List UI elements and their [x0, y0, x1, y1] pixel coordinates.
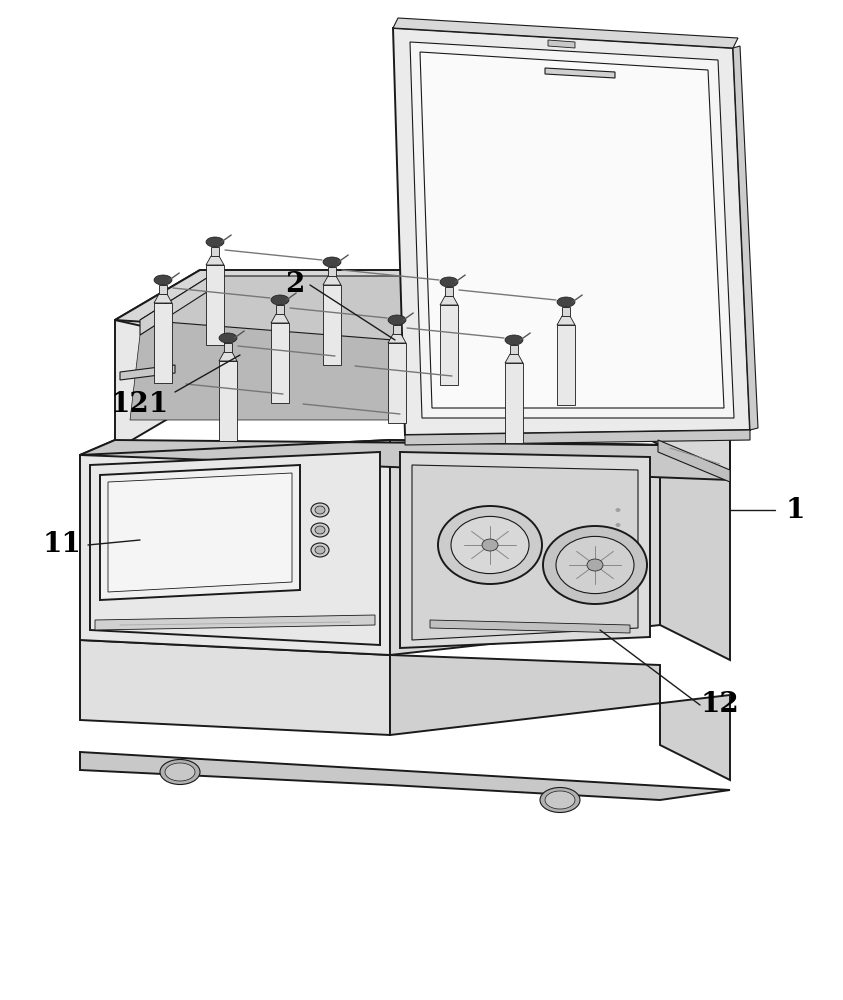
Polygon shape — [90, 452, 380, 645]
Polygon shape — [410, 42, 734, 418]
Polygon shape — [276, 305, 284, 314]
Polygon shape — [80, 440, 390, 655]
Ellipse shape — [315, 526, 325, 534]
Ellipse shape — [154, 275, 172, 285]
Ellipse shape — [206, 237, 224, 247]
Polygon shape — [80, 440, 730, 480]
Ellipse shape — [315, 506, 325, 514]
Polygon shape — [159, 285, 167, 294]
Polygon shape — [323, 276, 341, 285]
Polygon shape — [100, 465, 300, 600]
Text: 2: 2 — [285, 271, 304, 298]
Polygon shape — [557, 325, 575, 405]
Polygon shape — [505, 354, 523, 363]
Polygon shape — [650, 320, 730, 480]
Ellipse shape — [615, 508, 620, 512]
Polygon shape — [548, 40, 575, 48]
Ellipse shape — [505, 335, 523, 345]
Polygon shape — [393, 28, 750, 435]
Polygon shape — [440, 305, 458, 385]
Polygon shape — [80, 752, 730, 800]
Ellipse shape — [219, 333, 237, 343]
Ellipse shape — [311, 543, 329, 557]
Polygon shape — [120, 365, 175, 380]
Text: 11: 11 — [43, 532, 82, 558]
Polygon shape — [328, 267, 336, 276]
Polygon shape — [224, 343, 232, 352]
Ellipse shape — [556, 536, 634, 594]
Ellipse shape — [388, 315, 406, 325]
Ellipse shape — [160, 760, 200, 784]
Ellipse shape — [615, 538, 620, 542]
Polygon shape — [140, 276, 210, 335]
Ellipse shape — [482, 539, 498, 551]
Polygon shape — [733, 46, 758, 430]
Polygon shape — [219, 361, 237, 441]
Polygon shape — [445, 287, 453, 296]
Ellipse shape — [315, 546, 325, 554]
Polygon shape — [108, 473, 292, 592]
Polygon shape — [80, 640, 390, 735]
Polygon shape — [400, 452, 650, 648]
Polygon shape — [211, 247, 219, 256]
Polygon shape — [388, 334, 406, 343]
Ellipse shape — [545, 791, 575, 809]
Polygon shape — [154, 294, 172, 303]
Polygon shape — [206, 256, 224, 265]
Polygon shape — [271, 314, 289, 323]
Polygon shape — [219, 352, 237, 361]
Polygon shape — [80, 440, 115, 640]
Polygon shape — [420, 52, 724, 408]
Polygon shape — [505, 363, 523, 443]
Ellipse shape — [440, 277, 458, 287]
Polygon shape — [630, 276, 710, 378]
Polygon shape — [658, 440, 730, 482]
Ellipse shape — [271, 295, 289, 305]
Polygon shape — [562, 307, 570, 316]
Ellipse shape — [311, 523, 329, 537]
Ellipse shape — [323, 257, 341, 267]
Polygon shape — [545, 68, 615, 78]
Ellipse shape — [615, 523, 620, 527]
Ellipse shape — [438, 506, 542, 584]
Polygon shape — [660, 445, 730, 660]
Ellipse shape — [451, 516, 529, 574]
Text: 1: 1 — [786, 496, 805, 524]
Polygon shape — [271, 323, 289, 403]
Polygon shape — [130, 288, 710, 420]
Polygon shape — [390, 655, 730, 780]
Polygon shape — [393, 325, 401, 334]
Polygon shape — [115, 270, 200, 450]
Polygon shape — [405, 430, 750, 445]
Polygon shape — [557, 316, 575, 325]
Text: 12: 12 — [701, 692, 739, 718]
Ellipse shape — [540, 788, 580, 812]
Polygon shape — [95, 615, 375, 630]
Polygon shape — [323, 285, 341, 365]
Ellipse shape — [587, 559, 603, 571]
Ellipse shape — [165, 763, 195, 781]
Ellipse shape — [557, 297, 575, 307]
Polygon shape — [430, 620, 630, 633]
Polygon shape — [115, 270, 730, 360]
Polygon shape — [440, 296, 458, 305]
Ellipse shape — [543, 526, 647, 604]
Polygon shape — [510, 345, 518, 354]
Polygon shape — [154, 303, 172, 383]
Ellipse shape — [311, 503, 329, 517]
Polygon shape — [393, 18, 738, 48]
Polygon shape — [390, 440, 660, 655]
Polygon shape — [412, 465, 638, 640]
Text: 121: 121 — [111, 391, 169, 418]
Polygon shape — [388, 343, 406, 423]
Polygon shape — [140, 276, 710, 365]
Polygon shape — [206, 265, 224, 345]
